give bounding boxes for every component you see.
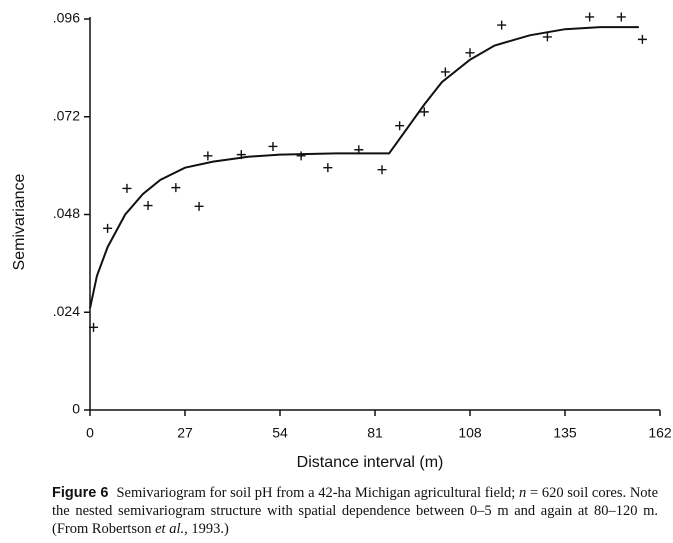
point xyxy=(323,163,333,173)
point xyxy=(89,322,99,332)
y-tick-label: .096 xyxy=(53,10,80,26)
point xyxy=(236,150,246,160)
x-tick-label: 0 xyxy=(86,425,94,441)
caption: Figure 6 Semivariogram for soil pH from a… xyxy=(52,484,658,538)
y-tick-label: .072 xyxy=(53,107,80,123)
point xyxy=(395,121,405,131)
point xyxy=(465,48,475,58)
x-tick-label: 54 xyxy=(272,425,288,441)
point xyxy=(103,223,113,233)
x-axis-label: Distance interval (m) xyxy=(297,454,444,471)
caption-label: Figure 6 xyxy=(52,485,109,501)
x-tick-label: 135 xyxy=(553,425,577,441)
point xyxy=(296,151,306,161)
chart: Distance interval (m) Semivariance 0 .024… xyxy=(11,10,672,472)
y-tick-label: .048 xyxy=(53,205,80,221)
x-tick-label: 81 xyxy=(367,425,383,441)
point xyxy=(637,34,647,44)
y-tick-label: 0 xyxy=(72,401,80,417)
point xyxy=(143,201,153,211)
point xyxy=(616,12,626,22)
x-tick-label: 27 xyxy=(177,425,193,441)
y-axis-label: Semivariance xyxy=(11,173,28,270)
point xyxy=(194,201,204,211)
point xyxy=(419,107,429,117)
point xyxy=(497,20,507,30)
point xyxy=(171,183,181,193)
point xyxy=(203,151,213,161)
x-tick-label: 108 xyxy=(458,425,482,441)
point xyxy=(354,145,364,155)
point xyxy=(542,32,552,42)
y-tick-label: .024 xyxy=(53,303,80,319)
x-tick-label: 162 xyxy=(648,425,672,441)
point xyxy=(268,141,278,151)
caption-text: = 620 soil cores. Note the nested semiva… xyxy=(52,485,659,537)
caption-text: , 1993.) xyxy=(184,521,229,537)
point xyxy=(585,12,595,22)
caption-italic: n xyxy=(519,485,527,501)
point xyxy=(377,165,387,175)
caption-text: Semivariogram for soil pH from a 42-ha M… xyxy=(116,485,520,501)
point xyxy=(122,183,132,193)
point xyxy=(440,67,450,77)
caption-italic: et al. xyxy=(155,521,185,537)
fit-line xyxy=(89,26,639,309)
